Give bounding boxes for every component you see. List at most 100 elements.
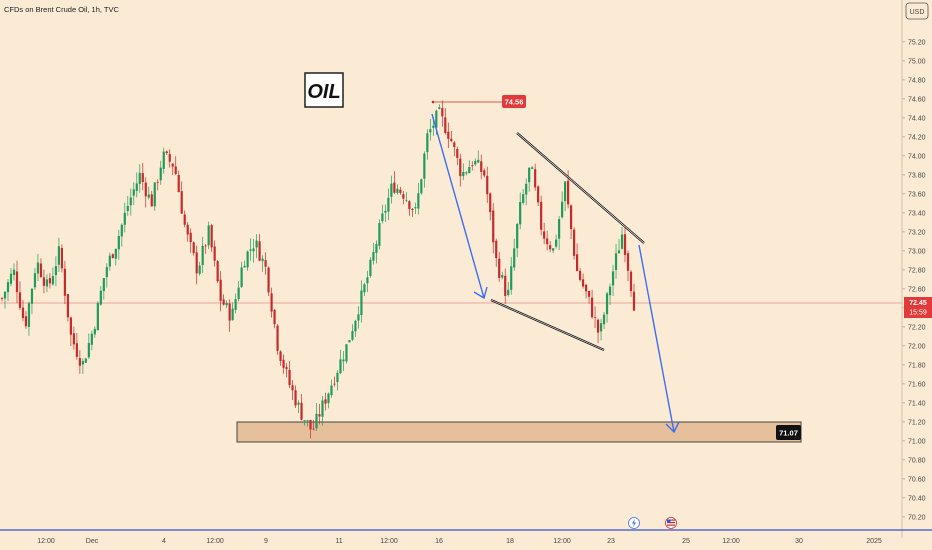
candle-body [279, 351, 282, 361]
lightning-event-icon[interactable] [628, 517, 640, 529]
candle-body [285, 367, 288, 369]
us-flag-event-icon[interactable] [665, 517, 677, 529]
candle-body [480, 161, 483, 172]
candle-body [435, 110, 438, 128]
target-label: 71.07 [779, 429, 798, 438]
candle-body [147, 194, 150, 198]
candle-body [495, 240, 498, 259]
candle-body [593, 317, 597, 319]
candle-body [21, 307, 25, 319]
wedge-upper-line-highlight [516, 132, 645, 244]
candle-body [249, 249, 252, 251]
candle-body [234, 299, 237, 310]
candle-body [237, 287, 240, 299]
candle-body [534, 169, 537, 188]
candle-body [36, 262, 40, 274]
candle-body [306, 420, 309, 421]
candle-body [617, 250, 621, 254]
candle-body [564, 181, 567, 202]
candle-body [141, 173, 144, 183]
candle-body [417, 193, 420, 209]
candle-body [264, 260, 267, 267]
candle-body [84, 358, 87, 363]
candle-body [324, 399, 327, 404]
candle-body [447, 131, 450, 139]
candle-body [330, 385, 333, 396]
candle-body [450, 138, 453, 142]
candle-body [213, 246, 216, 261]
candle-body [375, 243, 378, 253]
x-tick-label: 4 [162, 538, 166, 545]
candle-body [153, 182, 156, 207]
candle-body [72, 333, 75, 345]
currency-button-label: USD [910, 9, 925, 16]
candle-body [3, 291, 7, 299]
candle-body [111, 254, 114, 258]
candle-body [42, 277, 46, 286]
candle-body [198, 265, 201, 274]
candle-body [575, 254, 579, 272]
candle-body [558, 219, 561, 239]
candle-body [183, 214, 186, 225]
candle-body [339, 359, 342, 374]
y-tick-label: 70.40 [908, 495, 926, 502]
candle-body [429, 129, 432, 133]
candle-body [399, 189, 402, 193]
down-arrow-1[interactable] [431, 113, 485, 299]
candle-body [174, 166, 177, 174]
candle-body [348, 340, 351, 343]
candle-body [614, 253, 618, 270]
candle-body [114, 248, 117, 259]
candle-body [552, 248, 555, 251]
candle-body [345, 344, 348, 362]
candle-body [402, 194, 405, 199]
candle-body [584, 284, 588, 292]
x-tick-label: 9 [264, 538, 268, 545]
candle-body [318, 414, 321, 417]
support-zone[interactable] [236, 421, 802, 443]
candle-body [165, 151, 168, 154]
y-tick-label: 70.20 [908, 514, 926, 521]
candle-body [498, 258, 501, 278]
y-tick-label: 70.80 [908, 457, 926, 464]
candle-body [24, 316, 28, 327]
candle-body [623, 234, 627, 255]
candle-body [342, 359, 345, 362]
candle-body [528, 167, 531, 183]
candle-body [6, 282, 10, 293]
candle-body [303, 420, 306, 421]
high-label-bg [502, 95, 526, 108]
candle-body [48, 278, 52, 284]
candle-body [629, 271, 633, 292]
wedge-lower-line-highlight [490, 299, 605, 351]
candle-body [543, 231, 546, 239]
candle-body [354, 320, 357, 332]
x-tick-label: 30 [795, 538, 803, 545]
x-tick-label: 11 [335, 538, 342, 545]
x-tick-label: 16 [435, 538, 443, 545]
candle-body [387, 197, 390, 212]
high-marker-dot [431, 100, 435, 104]
candle-body [87, 343, 90, 358]
currency-button[interactable] [905, 2, 929, 20]
candle-body [258, 241, 261, 261]
candle-body [537, 186, 540, 203]
y-tick-label: 72.20 [908, 324, 926, 331]
candle-body [522, 194, 525, 203]
candle-body [465, 172, 468, 174]
down-arrow-2[interactable] [638, 244, 675, 433]
candle-body [246, 251, 249, 268]
oil-label-box[interactable] [304, 72, 344, 108]
candle-body [572, 229, 576, 256]
candle-body [477, 159, 480, 163]
y-tick-label: 74.20 [908, 134, 926, 141]
candle-body [632, 291, 636, 311]
candle-body [561, 201, 564, 218]
candle-body [396, 188, 399, 193]
candle-body [581, 279, 585, 287]
candle-body [456, 148, 459, 158]
candle-body [177, 174, 180, 193]
